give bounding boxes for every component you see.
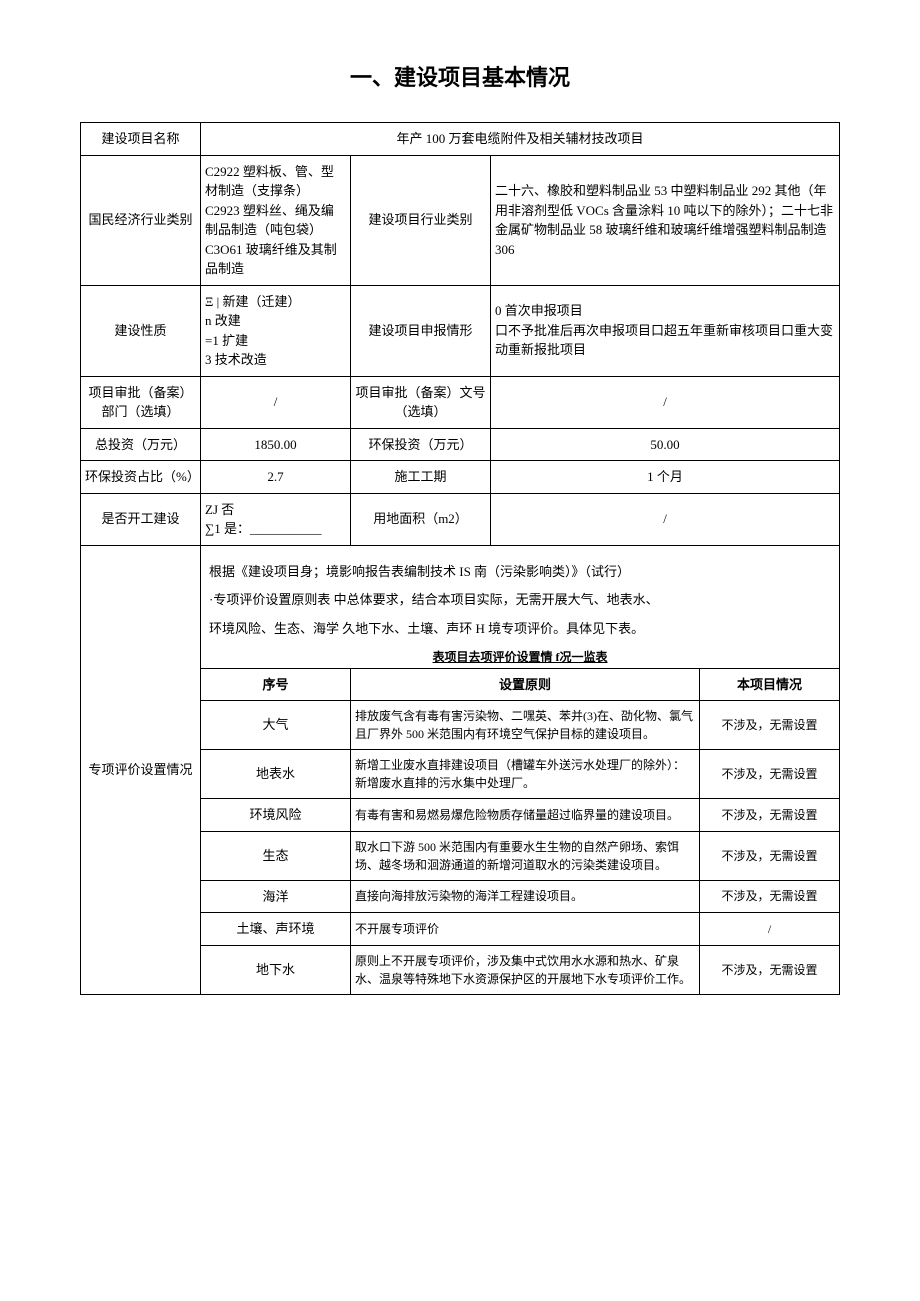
special-name: 大气	[201, 701, 351, 750]
special-status: 不涉及，无需设置	[700, 880, 840, 913]
special-status: 不涉及，无需设置	[700, 750, 840, 799]
special-rule: 不开展专项评价	[351, 913, 700, 946]
special-caption: 表项目去项评价设置情 f况一监表	[209, 648, 831, 666]
label-land: 用地面积（m2）	[351, 493, 491, 545]
special-para-2: ·专项评价设置原则表 中总体要求，结合本项目实际，无需开展大气、地表水、	[209, 588, 831, 613]
table-row: 专项评价设置情况 根据《建设项目身；境影响报告表编制技术 IS 南（污染影响类）…	[81, 545, 840, 668]
value-env-invest: 50.00	[491, 428, 840, 461]
special-para-1: 根据《建设项目身；境影响报告表编制技术 IS 南（污染影响类）》（试行）	[209, 560, 831, 585]
table-row: 环保投资占比（%） 2.7 施工工期 1 个月	[81, 461, 840, 494]
value-duration: 1 个月	[491, 461, 840, 494]
value-env-ratio: 2.7	[201, 461, 351, 494]
label-proj-industry: 建设项目行业类别	[351, 155, 491, 285]
value-proj-industry: 二十六、橡胶和塑料制品业 53 中塑料制品业 292 其他（年用非溶剂型低 VO…	[491, 155, 840, 285]
special-status: 不涉及，无需设置	[700, 945, 840, 994]
label-declare: 建设项目申报情形	[351, 285, 491, 376]
value-industry: C2922 塑料板、管、型材制造（支撑条） C2923 塑料丝、绳及编制品制造（…	[201, 155, 351, 285]
label-approval-dept: 项目审批（备案）部门（选填）	[81, 376, 201, 428]
special-name: 地下水	[201, 945, 351, 994]
value-approval-dept: /	[201, 376, 351, 428]
label-env-invest: 环保投资（万元）	[351, 428, 491, 461]
table-row: 建设项目名称 年产 100 万套电缆附件及相关辅材技改项目	[81, 123, 840, 156]
value-declare: 0 首次申报项目 口不予批准后再次申报项目口超五年重新审核项目口重大变动重新报批…	[491, 285, 840, 376]
special-status: 不涉及，无需设置	[700, 831, 840, 880]
special-header-1: 序号	[201, 668, 351, 701]
special-status: 不涉及，无需设置	[700, 799, 840, 832]
table-row: 项目审批（备案）部门（选填） / 项目审批（备案）文号（选填） /	[81, 376, 840, 428]
page-title: 一、建设项目基本情况	[80, 60, 840, 92]
special-header-2: 设置原则	[351, 668, 700, 701]
label-nature: 建设性质	[81, 285, 201, 376]
special-name: 环境风险	[201, 799, 351, 832]
special-name: 生态	[201, 831, 351, 880]
table-row: 建设性质 Ξ | 新建（迁建） n 改建 =1 扩建 3 技术改造 建设项目申报…	[81, 285, 840, 376]
value-project-name: 年产 100 万套电缆附件及相关辅材技改项目	[201, 123, 840, 156]
main-table: 建设项目名称 年产 100 万套电缆附件及相关辅材技改项目 国民经济行业类别 C…	[80, 122, 840, 995]
table-row: 是否开工建设 ZJ 否 ∑1 是：___________ 用地面积（m2） /	[81, 493, 840, 545]
special-name: 地表水	[201, 750, 351, 799]
value-approval-no: /	[491, 376, 840, 428]
special-name: 海洋	[201, 880, 351, 913]
special-status: /	[700, 913, 840, 946]
table-row: 国民经济行业类别 C2922 塑料板、管、型材制造（支撑条） C2923 塑料丝…	[81, 155, 840, 285]
label-industry: 国民经济行业类别	[81, 155, 201, 285]
value-started: ZJ 否 ∑1 是：___________	[201, 493, 351, 545]
label-project-name: 建设项目名称	[81, 123, 201, 156]
label-total-invest: 总投资（万元）	[81, 428, 201, 461]
value-total-invest: 1850.00	[201, 428, 351, 461]
special-header-3: 本项目情况	[700, 668, 840, 701]
label-started: 是否开工建设	[81, 493, 201, 545]
table-row: 总投资（万元） 1850.00 环保投资（万元） 50.00	[81, 428, 840, 461]
special-status: 不涉及，无需设置	[700, 701, 840, 750]
special-rule: 取水口下游 500 米范围内有重要水生生物的自然产卵场、索饵场、越冬场和洄游通道…	[351, 831, 700, 880]
value-land: /	[491, 493, 840, 545]
special-rule: 新增工业废水直排建设项目（槽罐车外送污水处理厂的除外）：新增废水直排的污水集中处…	[351, 750, 700, 799]
label-env-ratio: 环保投资占比（%）	[81, 461, 201, 494]
label-approval-no: 项目审批（备案）文号（选填）	[351, 376, 491, 428]
value-nature: Ξ | 新建（迁建） n 改建 =1 扩建 3 技术改造	[201, 285, 351, 376]
label-special: 专项评价设置情况	[81, 545, 201, 994]
special-rule: 直接向海排放污染物的海洋工程建设项目。	[351, 880, 700, 913]
special-rule: 有毒有害和易燃易爆危险物质存储量超过临界量的建设项目。	[351, 799, 700, 832]
special-para-3: 环境风险、生态、海学 久地下水、土壤、声环 H 境专项评价。具体见下表。	[209, 617, 831, 642]
special-name: 土壤、声环境	[201, 913, 351, 946]
label-duration: 施工工期	[351, 461, 491, 494]
special-rule: 排放废气含有毒有害污染物、二嘿英、苯并(3)在、劭化物、氯气且厂界外 500 米…	[351, 701, 700, 750]
special-rule: 原则上不开展专项评价，涉及集中式饮用水水源和热水、矿泉水、温泉等特殊地下水资源保…	[351, 945, 700, 994]
